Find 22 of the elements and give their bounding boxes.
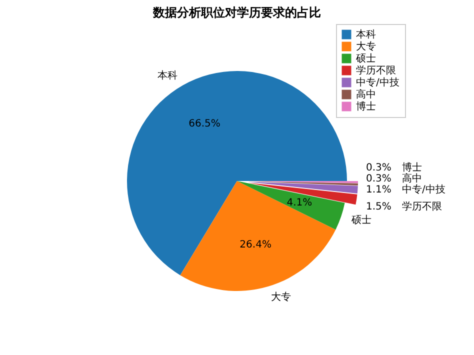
category-label: 学历不限: [402, 202, 442, 213]
slice-label: 硕士: [350, 214, 372, 226]
data-label: 0.3%: [366, 174, 392, 185]
legend-label: 学历不限: [356, 64, 396, 76]
slice-label: 本科: [157, 70, 178, 82]
chart-title: 数据分析职位对学历要求的占比: [152, 6, 321, 20]
category-label: 高中: [402, 174, 422, 185]
legend-label: 高中: [356, 88, 376, 100]
slice-label: 大专: [271, 291, 292, 304]
legend-label: 大专: [356, 40, 376, 52]
legend-label: 硕士: [355, 52, 376, 64]
data-label: 0.3%: [366, 162, 392, 174]
data-label: 4.1%: [286, 197, 312, 208]
data-label: 1.5%: [366, 202, 392, 213]
category-label: 博士: [402, 162, 422, 174]
legend-label: 博士: [356, 100, 376, 112]
data-label: 1.1%: [366, 184, 392, 196]
legend-label: 中专/中技: [356, 76, 400, 88]
legend-label: 本科: [356, 28, 376, 40]
data-label: 66.5%: [188, 118, 220, 130]
data-label: 26.4%: [240, 239, 272, 250]
category-label: 中专/中技: [402, 184, 446, 196]
